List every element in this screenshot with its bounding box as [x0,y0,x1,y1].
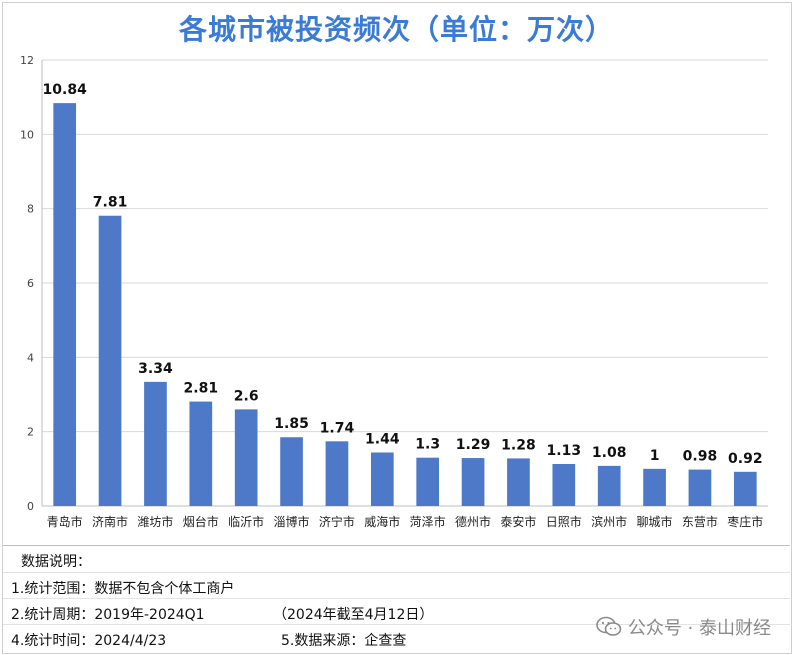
bar-chart: 0 2 4 6 8 10 12 10.84 青岛市 7.81 济南市 3.34 潍坊市 2.81 烟台市 2.… [20,54,768,529]
y-tick-label: 0 [27,500,34,513]
x-tick-label: 菏泽市 [410,514,446,529]
x-tick-label: 滨州市 [591,514,627,529]
bar [53,103,77,506]
notes-scope: 1.统计范围：数据不包含个体工商户 [11,581,235,597]
x-tick-label: 淄博市 [274,514,310,529]
notes-divider [3,624,790,625]
y-tick-label: 6 [27,277,34,290]
data-label: 10.84 [43,82,88,98]
data-label: 1.28 [501,437,536,453]
data-label: 3.34 [138,361,173,377]
bar [643,468,666,506]
x-tick-label: 东营市 [682,514,718,529]
x-tick-label: 日照市 [546,514,582,529]
data-notes: 数据说明： 1.统计范围：数据不包含个体工商户 2.统计周期：2019年-202… [3,545,790,652]
bar [416,457,440,506]
bar [280,437,303,506]
data-label: 2.81 [184,381,219,397]
y-tick-label: 2 [27,426,34,439]
y-tick-label: 12 [20,54,34,67]
bar [234,409,258,506]
x-tick-label: 临沂市 [228,514,264,529]
bar [688,469,712,506]
notes-period-cutoff: （2024年截至4月12日） [273,607,434,623]
x-tick-label: 枣庄市 [727,514,763,529]
notes-heading: 数据说明： [21,554,91,570]
x-tick-label: 威海市 [364,514,400,529]
data-label: 1 [650,448,660,464]
data-label: 0.92 [728,451,763,467]
bar [461,458,485,506]
watermark-text: 公众号 · 泰山财经 [627,618,771,639]
data-label: 2.6 [234,388,259,404]
notes-divider [3,572,790,573]
bar [98,215,122,506]
bar [144,381,167,506]
data-label: 7.81 [93,195,128,211]
y-tick-label: 8 [27,203,34,216]
x-tick-label: 济宁市 [319,514,355,529]
data-label: 0.98 [683,449,718,465]
data-label: 1.08 [592,445,627,461]
data-label: 1.85 [274,416,309,432]
bar [597,465,621,506]
x-tick-label: 泰安市 [500,514,536,529]
data-label: 1.3 [415,437,440,453]
y-tick-label: 4 [27,351,34,364]
bar [189,401,213,506]
data-label: 1.29 [456,437,491,453]
watermark: 公众号 · 泰山财经 [596,614,771,640]
x-tick-label: 聊城市 [637,514,673,529]
notes-source: 5.数据来源：企查查 [281,633,407,649]
bar [552,464,576,506]
bar [325,441,349,506]
x-tick-label: 济南市 [92,514,128,529]
x-tick-label: 德州市 [455,514,491,529]
bar [507,458,530,506]
x-tick-label: 烟台市 [183,514,219,529]
wechat-icon [596,616,622,636]
data-label: 1.44 [365,431,400,447]
data-label: 1.13 [547,443,582,459]
notes-period: 2.统计周期：2019年-2024Q1 [11,607,205,623]
chart-title: 各城市被投资频次（单位：万次） [178,13,614,46]
y-tick-label: 10 [20,128,34,141]
bar [733,471,757,506]
notes-stat-time: 4.统计时间：2024/4/23 [11,633,167,649]
x-tick-label: 潍坊市 [137,514,173,529]
notes-divider [3,598,790,599]
x-tick-label: 青岛市 [47,514,83,529]
data-label: 1.74 [320,420,355,436]
bar [370,452,394,506]
